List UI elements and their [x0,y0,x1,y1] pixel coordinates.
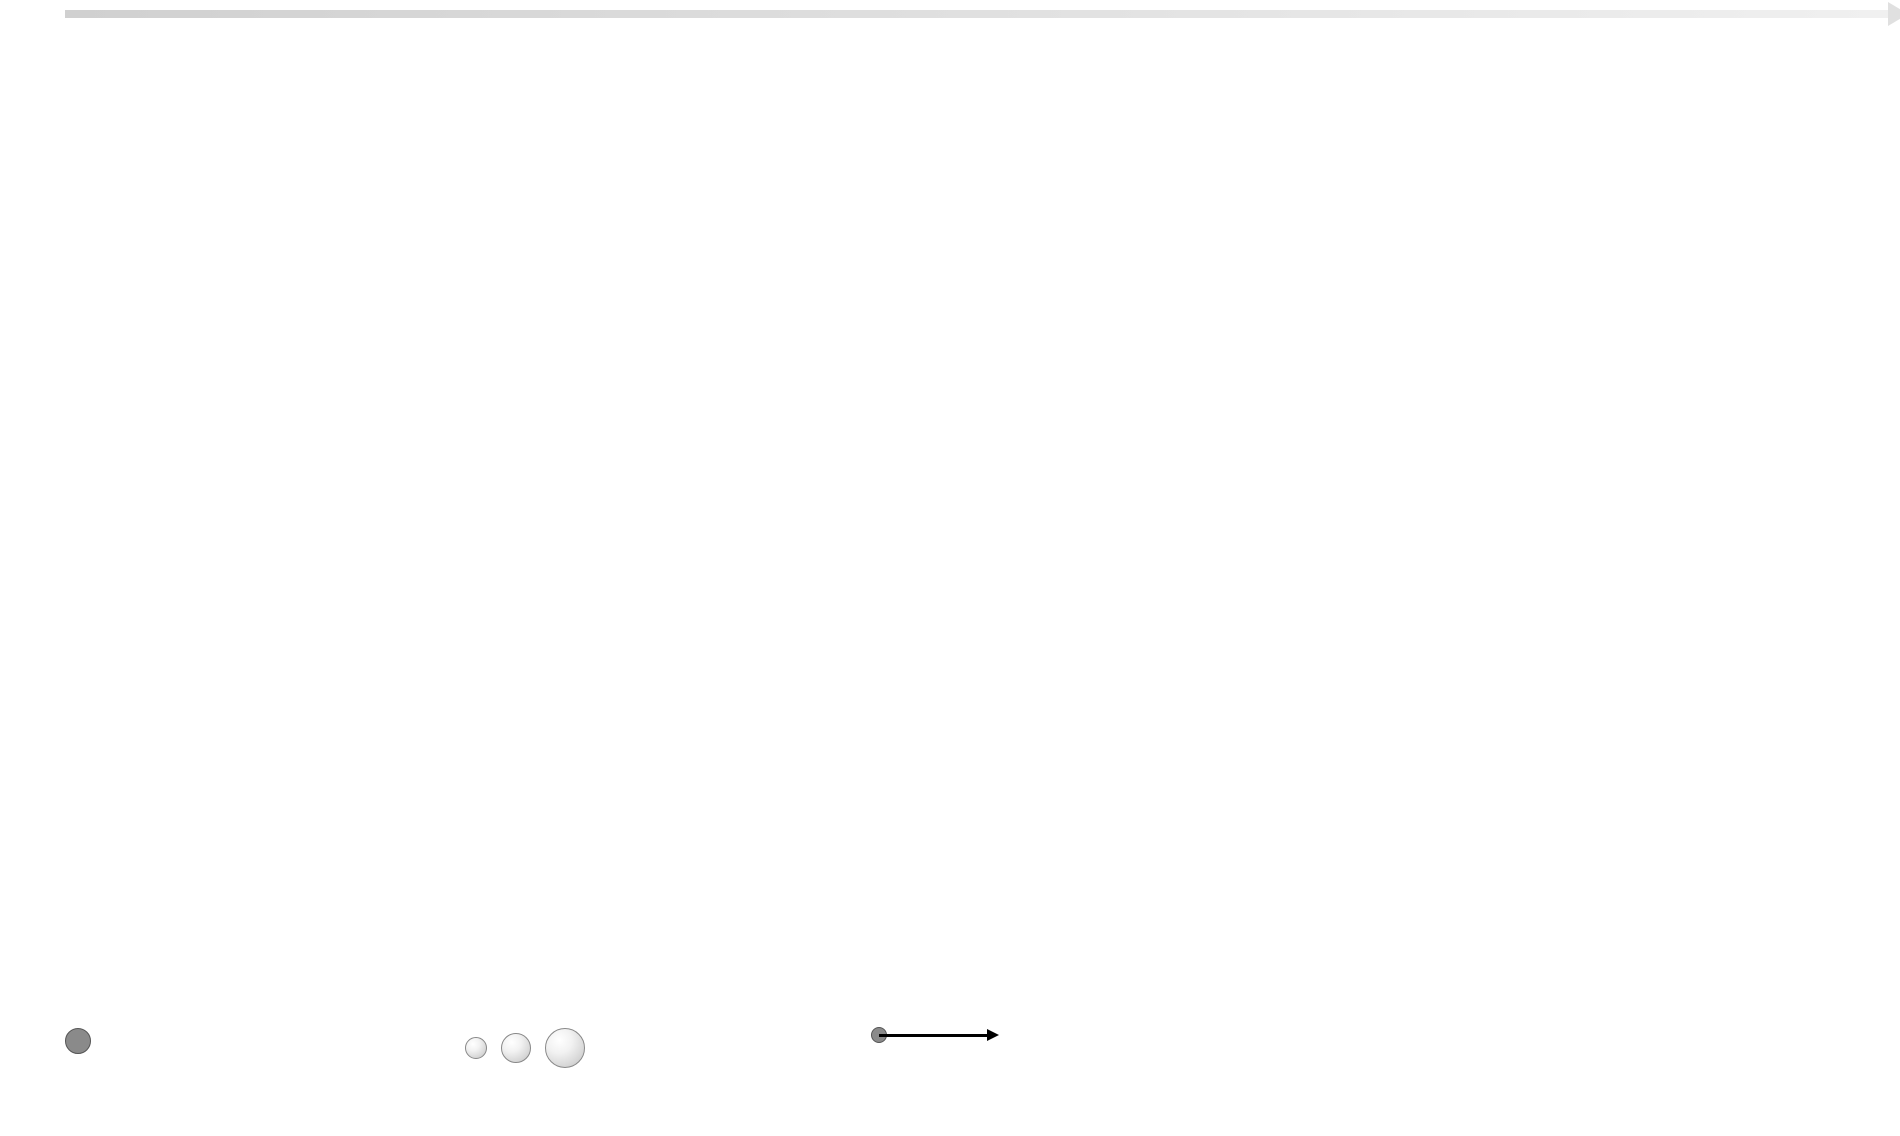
timeline-direction-arrow [65,10,1890,18]
callout-layer [10,10,1890,1060]
risk-timeline-chart [10,10,1890,1090]
shape-layer [10,10,1890,1060]
connector-layer [10,10,1890,1060]
legend-origin [65,1028,105,1054]
legend-process [879,1028,1013,1042]
legend [65,1020,1890,1090]
legend-growth [465,1028,599,1068]
